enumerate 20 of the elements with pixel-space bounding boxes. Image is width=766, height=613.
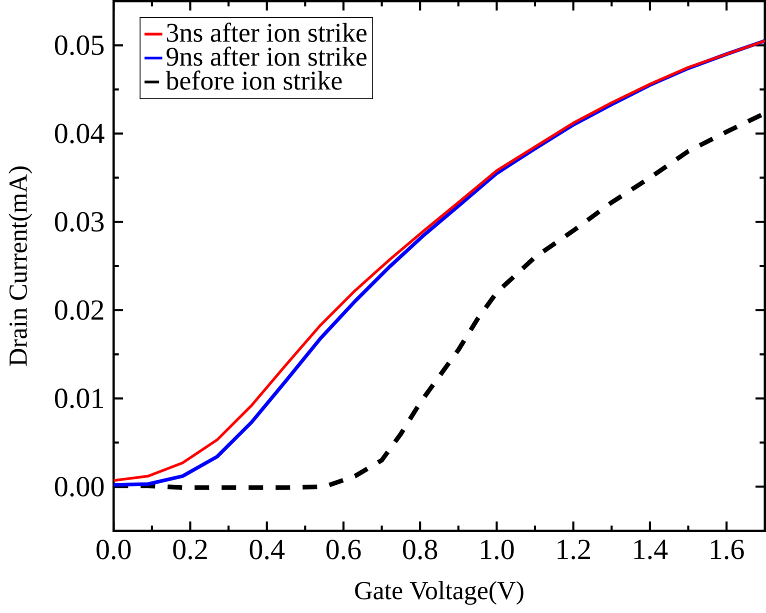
legend-label: 9ns after ion strike bbox=[166, 46, 366, 66]
x-tick-label: 1.0 bbox=[481, 540, 514, 560]
x-tick-label: 1.2 bbox=[558, 540, 590, 560]
x-tick-label: 0.8 bbox=[403, 540, 438, 560]
x-tick-label: 1.6 bbox=[710, 540, 744, 560]
x-tick-label: 0.6 bbox=[326, 540, 361, 560]
legend-label: before ion strike bbox=[166, 70, 342, 90]
y-tick-label: 0.00 bbox=[54, 476, 104, 496]
y-tick-label: 0.01 bbox=[54, 388, 104, 408]
y-tick-label: 0.05 bbox=[54, 35, 104, 55]
y-tick-label: 0.03 bbox=[54, 212, 104, 232]
y-axis-title: Drain Current(mA) bbox=[8, 166, 32, 366]
legend-label: 3ns after ion strike bbox=[167, 22, 366, 42]
x-tick-label: 0.2 bbox=[173, 540, 207, 560]
x-tick-label: 0.4 bbox=[250, 540, 285, 560]
y-tick-label: 0.02 bbox=[54, 300, 104, 320]
y-tick-label: 0.04 bbox=[54, 123, 104, 144]
x-axis-title: Gate Voltage(V) bbox=[355, 580, 524, 605]
x-tick-label: 1.4 bbox=[634, 540, 668, 560]
x-tick-label: 0.0 bbox=[96, 540, 131, 560]
